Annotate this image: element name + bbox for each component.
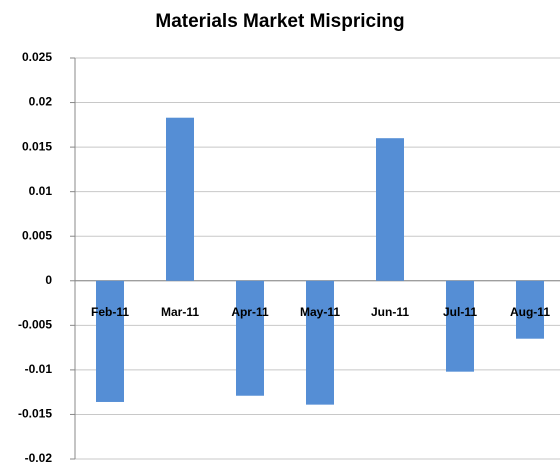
x-tick-label: Aug-11	[510, 305, 550, 319]
bar	[376, 138, 404, 281]
y-tick-label: 0.02	[29, 95, 53, 109]
bar	[96, 280, 124, 402]
x-tick-label: Apr-11	[231, 305, 269, 319]
x-tick-label: Jun-11	[371, 305, 409, 319]
x-tick-label: Jul-11	[443, 305, 477, 319]
bar	[306, 280, 334, 405]
bar	[166, 117, 194, 281]
x-tick-label: May-11	[300, 305, 340, 319]
y-tick-label: -0.01	[25, 362, 53, 376]
bar	[236, 280, 264, 396]
x-tick-label: Mar-11	[161, 305, 199, 319]
y-tick-label: 0.015	[22, 139, 52, 153]
y-tick-label: -0.005	[18, 318, 52, 332]
chart-title: Materials Market Mispricing	[155, 11, 404, 32]
y-tick-label: 0.01	[29, 184, 53, 198]
x-tick-label: Feb-11	[91, 305, 129, 319]
y-tick-label: -0.02	[25, 451, 53, 463]
bar	[446, 280, 474, 372]
bar	[516, 280, 544, 339]
y-tick-label: 0.005	[22, 228, 52, 242]
y-tick-label: 0.025	[22, 50, 52, 64]
y-tick-label: 0	[45, 273, 52, 287]
y-tick-label: -0.015	[18, 407, 52, 421]
